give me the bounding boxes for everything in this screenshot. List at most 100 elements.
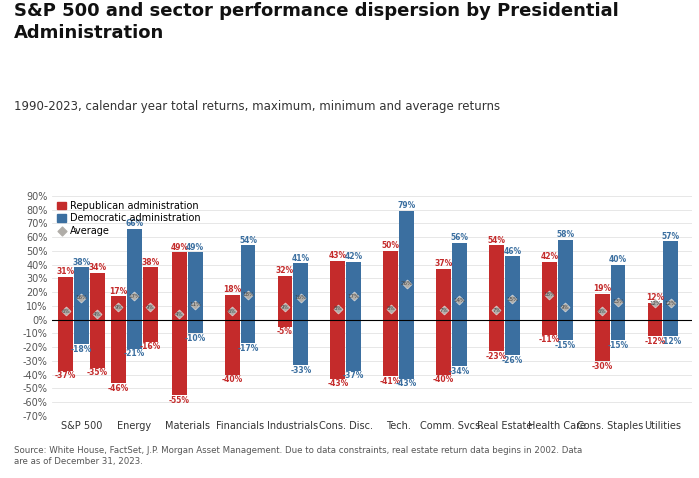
Point <box>596 308 607 315</box>
Text: -41%: -41% <box>380 377 401 386</box>
Text: -30%: -30% <box>591 361 613 370</box>
Text: 54%: 54% <box>239 236 257 245</box>
Bar <box>278 276 292 326</box>
Text: 8%: 8% <box>333 306 343 311</box>
Point <box>189 301 201 308</box>
Text: -37%: -37% <box>55 371 76 380</box>
Text: 11%: 11% <box>189 302 201 307</box>
Point <box>665 299 677 307</box>
Text: 49%: 49% <box>171 243 188 251</box>
Bar <box>240 246 255 343</box>
Text: -5%: -5% <box>277 327 293 336</box>
Text: -26%: -26% <box>502 356 523 365</box>
Bar <box>399 211 414 379</box>
Point <box>76 294 87 302</box>
Bar <box>452 243 467 366</box>
Text: S&P 500 and sector performance dispersion by Presidential
Administration: S&P 500 and sector performance dispersio… <box>14 2 619 42</box>
Point <box>243 291 254 299</box>
Text: 58%: 58% <box>556 230 574 239</box>
Text: Source: White House, FactSet, J.P. Morgan Asset Management. Due to data constrai: Source: White House, FactSet, J.P. Morga… <box>14 445 582 466</box>
Point <box>649 299 661 307</box>
Bar <box>595 293 610 361</box>
Text: -15%: -15% <box>554 341 576 350</box>
Point <box>226 308 238 315</box>
Bar <box>225 295 240 375</box>
Point <box>145 304 156 311</box>
Text: 19%: 19% <box>593 284 611 293</box>
Text: -12%: -12% <box>661 337 682 346</box>
Bar <box>74 267 89 344</box>
Text: 79%: 79% <box>398 201 416 210</box>
Bar <box>346 262 361 370</box>
Point <box>173 310 185 318</box>
Text: 34%: 34% <box>88 263 106 272</box>
Text: 17%: 17% <box>109 287 128 295</box>
Text: 4%: 4% <box>93 312 101 316</box>
Text: 12%: 12% <box>649 301 661 305</box>
Text: -43%: -43% <box>327 380 349 389</box>
Text: -35%: -35% <box>87 369 108 378</box>
Text: 12%: 12% <box>646 293 664 303</box>
Text: 42%: 42% <box>345 252 363 261</box>
Text: 7%: 7% <box>439 307 448 313</box>
Point <box>129 293 140 300</box>
Point <box>295 294 306 302</box>
Text: -10%: -10% <box>185 334 206 343</box>
Point <box>438 306 449 314</box>
Bar <box>127 229 142 348</box>
Text: 57%: 57% <box>662 232 680 240</box>
Text: 9%: 9% <box>146 305 154 310</box>
Text: 26%: 26% <box>401 282 412 286</box>
Text: -43%: -43% <box>396 380 417 389</box>
Bar <box>383 251 398 376</box>
Text: 38%: 38% <box>141 258 159 267</box>
Bar <box>436 269 451 375</box>
Text: 6%: 6% <box>598 309 607 314</box>
Text: -34%: -34% <box>449 367 470 376</box>
Text: 18%: 18% <box>223 285 241 294</box>
Text: 32%: 32% <box>276 266 294 275</box>
Bar <box>143 267 157 342</box>
Bar <box>558 240 572 340</box>
Text: 12%: 12% <box>665 301 677 305</box>
Bar <box>647 303 663 336</box>
Text: -55%: -55% <box>168 396 190 405</box>
Text: 18%: 18% <box>242 293 254 297</box>
Bar <box>188 252 203 334</box>
Text: -23%: -23% <box>486 352 507 361</box>
Text: -16%: -16% <box>140 342 161 351</box>
Point <box>60 308 71 315</box>
Point <box>507 295 518 303</box>
Text: 41%: 41% <box>291 254 310 262</box>
Text: -37%: -37% <box>343 371 364 380</box>
Text: 6%: 6% <box>62 309 70 314</box>
Legend: Republican administration, Democratic administration, Average: Republican administration, Democratic ad… <box>57 201 201 236</box>
Text: 6%: 6% <box>228 309 236 314</box>
Text: 37%: 37% <box>435 259 453 268</box>
Text: 9%: 9% <box>281 305 289 310</box>
Point <box>544 291 555 299</box>
Bar <box>172 252 187 395</box>
Text: 42%: 42% <box>540 252 559 261</box>
Bar <box>111 296 126 383</box>
Text: -12%: -12% <box>644 337 665 346</box>
Text: -17%: -17% <box>238 344 259 353</box>
Point <box>332 305 343 313</box>
Bar <box>505 256 519 355</box>
Text: -40%: -40% <box>222 375 243 384</box>
Text: -33%: -33% <box>290 366 312 375</box>
Text: 49%: 49% <box>186 243 204 251</box>
Text: 15%: 15% <box>506 296 519 302</box>
Text: -18%: -18% <box>71 345 92 354</box>
Text: 31%: 31% <box>57 267 75 276</box>
Point <box>113 304 124 311</box>
Point <box>454 296 465 304</box>
Text: 56%: 56% <box>450 233 468 242</box>
Text: -15%: -15% <box>607 341 628 350</box>
Text: 9%: 9% <box>561 305 570 310</box>
Text: 4%: 4% <box>175 312 184 316</box>
Point <box>348 293 359 300</box>
Bar <box>331 261 345 379</box>
Text: 16%: 16% <box>295 295 307 300</box>
Text: 54%: 54% <box>487 236 505 245</box>
